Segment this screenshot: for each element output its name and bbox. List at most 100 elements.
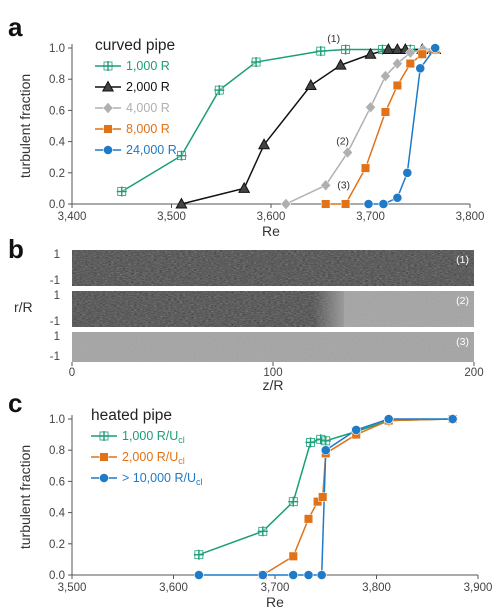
panel-c-data-point [383,414,394,424]
panel-a-x-tick-label: 3,800 [456,211,485,223]
panel-b-strips: (1) 1 -1 (2) 1 -1 (3) 1 -1 r/R 0 100 200 z/R [14,249,484,393]
panel-a-y-tick-label: 0.6 [49,105,65,117]
panel-a-legend-item: 8,000 R [126,122,170,136]
panel-c-legend-item: 1,000 R/Ucl [122,429,185,445]
panel-a-data-point [402,167,413,178]
panel-c-data-point [288,570,299,580]
panel-c-data-point [351,425,362,435]
panel-a-data-point [392,57,403,70]
panel-a-data-point [175,197,188,209]
panel-b-x-tick-label: 200 [464,367,483,379]
panel-b-x-tick-label: 0 [69,367,75,379]
panel-a-data-point [391,43,404,55]
turbulent-texture [72,250,474,286]
panel-c-legend-swatch-marker [99,473,109,483]
panel-a-data-point [364,47,377,59]
panel-a-data-point [320,179,332,192]
panel-a-data-point [363,199,374,209]
panel-c-data-point [193,570,204,580]
panel-a-data-point [392,192,403,203]
turbulent-texture [72,291,344,327]
panel-a-y-tick-label: 1.0 [49,43,65,55]
panel-c-legend-swatch-marker [99,452,109,462]
panel-a-data-point [334,58,347,70]
flow-snapshot-strip: (2) 1 -1 [50,290,474,328]
panel-a-data-point [405,59,415,69]
panel-a-data-point [430,43,441,53]
panel-a-legend-item: 2,000 R [126,80,170,94]
panel-c-data-point [288,496,299,507]
panel-c-x-tick-label: 3,700 [261,582,290,594]
panel-c-data-point [318,492,328,502]
panel-a-y-tick-label: 0.8 [49,74,65,86]
panel-a-data-point [382,43,395,55]
panel-c-y-tick-label: 1.0 [49,414,65,426]
panel-a-data-point [321,199,331,209]
panel-c-x-tick-label: 3,500 [58,582,87,594]
panel-c-legend-title: heated pipe [91,407,172,424]
panel-a-annotation: (2) [336,136,349,148]
panel-c-y-tick-label: 0.0 [49,570,65,582]
panel-a-x-tick-label: 3,500 [157,211,186,223]
panel-a-annotation: (1) [327,33,340,45]
laminar-texture [72,332,474,362]
panel-c-x-tick-label: 3,800 [362,582,391,594]
panel-b-x-tick-label: 100 [263,367,282,379]
panel-a-data-point [417,49,427,59]
panel-c-y-tick-label: 0.6 [49,476,65,488]
panel-c-letter: c [8,388,22,418]
panel-a-data-point [415,63,426,74]
panel-a-data-point [238,181,251,193]
panel-a-data-point [214,85,225,96]
panel-a-x-tick-label: 3,400 [58,211,87,223]
panel-c-x-axis-title: Re [266,594,284,610]
panel-a-data-point [341,199,351,209]
panel-c-data-point [257,526,268,537]
panel-a-data-point [342,146,353,159]
panel-a-legend-swatch-marker [103,124,113,134]
panel-a-x-tick-label: 3,700 [356,211,385,223]
panel-a-series-line [181,48,436,205]
panel-a-data-point [365,101,376,114]
strip-y-tick-label: -1 [50,351,60,363]
panel-a-data-point [378,199,389,209]
panel-c-legend-swatch-marker [99,431,109,441]
snapshot-label: (2) [456,295,469,307]
panel-c-x-tick-label: 3,900 [464,582,493,594]
turbulent-front [313,291,344,327]
panel-c-chart: 3,500 3,600 3,700 3,800 3,900 0.0 0.2 0.4 0.6 0.8… [17,407,492,610]
panel-c-data-point [320,435,331,446]
panel-a-legend-swatch-marker [102,102,114,114]
panel-a-data-point [340,44,351,55]
panel-a-y-tick-label: 0.0 [49,199,65,211]
panel-c-y-tick-label: 0.2 [49,539,65,551]
panel-c-data-point [305,437,316,448]
panel-a-y-axis-title: turbulent fraction [17,74,33,178]
panel-c-y-tick-label: 0.4 [49,508,66,520]
panel-a-legend-swatch-marker [101,80,115,92]
panel-a-data-point [176,150,187,161]
panel-c-y-tick-label: 0.8 [49,445,65,457]
panel-c-legend-item: 2,000 R/Ucl [122,450,185,466]
panel-b-y-axis-title: r/R [14,299,33,315]
panel-a-letter: a [8,12,23,42]
panel-c-legend-item: > 10,000 R/Ucl [122,471,203,487]
panel-a-series-line [368,47,436,205]
panel-a-legend-swatch-marker [103,145,113,155]
panel-a-data-point [315,46,326,57]
panel-c-data-point [193,549,204,560]
panel-a-data-point [392,80,402,90]
panel-c-data-point [447,414,458,424]
panel-a-data-point [380,70,391,82]
strip-y-tick-label: -1 [50,316,60,328]
panel-a-legend-item: 4,000 R [126,101,170,115]
panel-c-data-point [303,514,314,524]
panel-a-annotation: (3) [337,179,350,191]
panel-c-data-point [316,570,327,580]
panel-c-data-point [320,445,331,456]
panel-a-data-point [404,46,416,59]
panel-a-data-point [257,138,271,150]
panel-a-legend-item: 24,000 R [126,143,177,157]
flow-snapshot-strip: (3) 1 -1 [50,331,474,363]
